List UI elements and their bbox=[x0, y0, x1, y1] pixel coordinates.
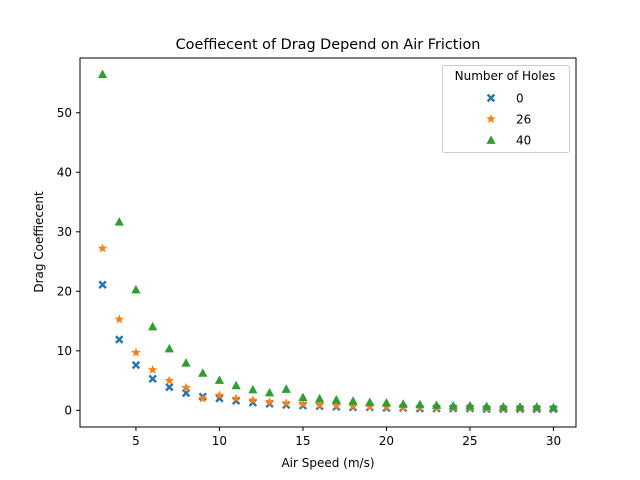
data-point bbox=[198, 368, 208, 377]
data-point bbox=[131, 347, 141, 357]
data-point bbox=[131, 360, 141, 370]
data-point bbox=[264, 387, 275, 397]
plot-area: 5 10 15 20 25 30 0 10 20 30 40 50 bbox=[57, 57, 577, 448]
data-point bbox=[114, 314, 124, 324]
x-tick-label: 30 bbox=[546, 434, 561, 448]
data-point bbox=[215, 394, 224, 403]
legend-marker bbox=[486, 135, 496, 144]
data-point bbox=[214, 375, 225, 384]
data-point bbox=[197, 393, 208, 403]
data-point bbox=[97, 243, 108, 253]
data-point bbox=[515, 402, 525, 411]
legend-marker bbox=[486, 93, 496, 103]
legend-label: 40 bbox=[516, 133, 531, 147]
data-point bbox=[115, 335, 124, 344]
y-tick-label: 20 bbox=[57, 285, 72, 299]
data-point bbox=[315, 393, 325, 403]
data-point bbox=[264, 397, 275, 407]
data-point bbox=[98, 280, 107, 289]
data-point bbox=[181, 358, 191, 367]
data-point bbox=[381, 397, 392, 407]
legend-marker bbox=[486, 114, 496, 124]
data-point bbox=[331, 400, 342, 410]
y-tick-label: 30 bbox=[57, 225, 72, 239]
x-tick-label: 10 bbox=[212, 434, 227, 448]
data-point bbox=[532, 402, 542, 411]
data-point bbox=[114, 217, 124, 226]
chart-title: Coeffiecent of Drag Depend on Air Fricti… bbox=[176, 37, 481, 53]
y-tick-label: 50 bbox=[57, 106, 72, 120]
data-point bbox=[214, 390, 225, 400]
data-point bbox=[415, 399, 425, 409]
data-point bbox=[398, 399, 408, 408]
data-point bbox=[231, 393, 241, 403]
data-point bbox=[147, 364, 158, 374]
legend-frame bbox=[442, 65, 570, 153]
y-tick-label: 10 bbox=[57, 344, 72, 358]
series-40 bbox=[97, 69, 559, 412]
data-point bbox=[348, 396, 358, 405]
data-point bbox=[365, 397, 375, 406]
data-point bbox=[281, 384, 291, 393]
data-point bbox=[248, 395, 258, 405]
x-tick-label: 15 bbox=[295, 434, 310, 448]
legend-entries: 0 26 40 bbox=[486, 91, 531, 147]
y-tick-label: 40 bbox=[57, 166, 72, 180]
data-point bbox=[97, 69, 108, 78]
data-point bbox=[298, 398, 308, 408]
data-point bbox=[148, 374, 157, 383]
data-point bbox=[448, 400, 458, 410]
data-point bbox=[181, 382, 191, 392]
legend-label: 26 bbox=[516, 112, 531, 126]
data-point bbox=[281, 398, 291, 408]
data-point bbox=[165, 382, 174, 392]
x-axis-label: Air Speed (m/s) bbox=[281, 456, 374, 470]
data-point bbox=[498, 402, 508, 411]
legend-title: Number of Holes bbox=[455, 69, 556, 83]
legend: Number of Holes 0 26 40 bbox=[442, 65, 570, 153]
x-tick-label: 20 bbox=[379, 434, 394, 448]
x-tick-label: 25 bbox=[462, 434, 477, 448]
data-point bbox=[231, 380, 241, 390]
data-point bbox=[298, 392, 308, 402]
data-point bbox=[164, 343, 174, 353]
x-tick-label: 5 bbox=[132, 434, 140, 448]
data-point bbox=[431, 400, 442, 409]
data-point bbox=[248, 384, 258, 394]
axes-frame bbox=[79, 57, 577, 428]
data-point bbox=[548, 402, 559, 412]
data-point bbox=[465, 400, 475, 410]
data-point bbox=[148, 321, 158, 331]
data-point bbox=[331, 395, 341, 404]
data-point bbox=[348, 401, 358, 411]
y-axis-label: Drag Coeffiecent bbox=[32, 191, 46, 293]
data-point bbox=[482, 401, 492, 411]
data-point bbox=[164, 375, 175, 385]
data-point bbox=[131, 284, 141, 294]
data-point bbox=[314, 399, 325, 410]
data-point bbox=[365, 401, 375, 411]
legend-label: 0 bbox=[516, 91, 524, 105]
y-tick-label: 0 bbox=[64, 404, 72, 418]
